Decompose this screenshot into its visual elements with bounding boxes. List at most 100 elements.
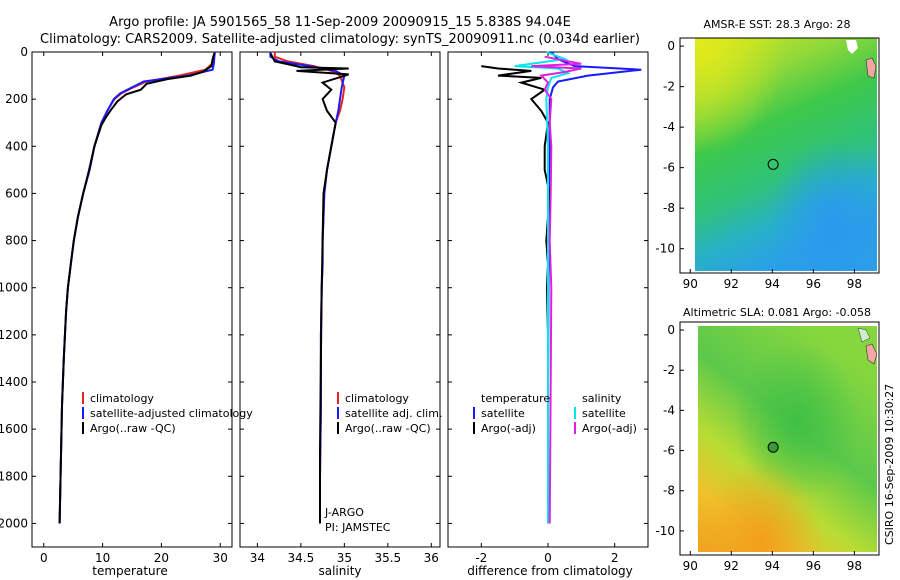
sst-map-title: AMSR-E SST: 28.3 Argo: 28 <box>703 18 850 31</box>
y-tick-label: 1200 <box>0 328 28 342</box>
sst-axes <box>679 37 880 274</box>
legend-label-salinity: salinity <box>582 392 622 405</box>
sla-map-title: Altimetric SLA: 0.081 Argo: -0.058 <box>683 306 871 319</box>
series-line-argo <box>269 52 349 524</box>
map-x-tick-label: 92 <box>724 559 739 573</box>
legend-label-argo: Argo(..raw -QC) <box>345 422 431 435</box>
salinity-xlabel: salinity <box>318 564 361 578</box>
difference-xlabel: difference from climatology <box>467 564 633 578</box>
map-y-tick-label: -4 <box>663 120 675 134</box>
map-x-tick-label: 94 <box>765 277 780 291</box>
series-line-satellite <box>269 52 346 524</box>
x-tick-label: -2 <box>475 551 487 565</box>
salinity-legend: climatology satellite adj. clim. Argo(..… <box>324 392 442 534</box>
series-line-satellite <box>58 51 216 524</box>
legend-label-temp-argo: Argo(-adj) <box>481 422 536 435</box>
legend-label-climatology: climatology <box>90 392 154 405</box>
series-line-satellite_cyan <box>514 51 571 524</box>
sst-map: 90 92 94 96 98 0 -2 -4 -6 -8 -10 <box>655 37 880 291</box>
legend-label-argo: Argo(..raw -QC) <box>90 422 176 435</box>
difference-legend: temperature satellite Argo(-adj) salinit… <box>473 392 637 435</box>
map-y-tick-label: -10 <box>655 242 675 256</box>
legend-label-satellite: satellite-adjusted climatology <box>90 407 253 420</box>
sla-argo-marker <box>767 441 779 453</box>
x-tick-label: 35.5 <box>374 551 401 565</box>
temperature-axes <box>31 51 233 548</box>
y-tick-label: 600 <box>5 186 28 200</box>
difference-ticks: -2 0 2 <box>448 51 648 565</box>
legend-label-climatology: climatology <box>345 392 409 405</box>
sla-land-island <box>865 343 878 365</box>
series-line-argo <box>58 52 216 524</box>
x-tick-label: 20 <box>154 551 169 565</box>
annotation-jargo: J-ARGO <box>324 506 364 519</box>
x-tick-label: 30 <box>213 551 228 565</box>
map-x-tick-label: 90 <box>683 277 698 291</box>
figure-title-line2: Climatology: CARS2009. Satellite-adjuste… <box>40 32 640 47</box>
map-y-tick-label: -6 <box>663 444 675 458</box>
legend-label-temp-satellite: satellite <box>481 407 525 420</box>
map-x-tick-label: 96 <box>806 277 821 291</box>
series-line-argo_magenta <box>531 55 582 524</box>
figure-title-line1: Argo profile: JA 5901565_58 11-Sep-2009 … <box>109 15 571 30</box>
legend-label-sal-satellite: satellite <box>582 407 626 420</box>
y-tick-label: 1400 <box>0 375 28 389</box>
legend-label-temperature: temperature <box>481 392 550 405</box>
series-line-climatology <box>58 51 216 524</box>
series-line-climatology <box>273 52 346 524</box>
temperature-series <box>58 51 216 524</box>
sla-map: 90 92 94 96 98 0 -2 -4 -6 -8 -10 <box>655 321 880 573</box>
sst-field-cool <box>695 38 877 271</box>
series-line-argo <box>481 65 551 524</box>
y-tick-label: 800 <box>5 234 28 248</box>
x-tick-label: 34 <box>250 551 265 565</box>
map-x-tick-label: 98 <box>847 559 862 573</box>
y-tick-label: 0 <box>20 45 28 59</box>
y-tick-label: 2000 <box>0 516 28 530</box>
x-tick-label: 34.5 <box>288 551 315 565</box>
sla-ticks: 90 92 94 96 98 0 -2 -4 -6 -8 -10 <box>655 323 862 573</box>
map-y-tick-label: 0 <box>667 323 675 337</box>
map-y-tick-label: -8 <box>663 484 675 498</box>
map-y-tick-label: -2 <box>663 80 675 94</box>
sla-land-white <box>857 327 871 343</box>
map-x-tick-label: 92 <box>724 277 739 291</box>
x-tick-label: 10 <box>95 551 110 565</box>
y-tick-label: 1000 <box>0 281 28 295</box>
y-tick-label: 400 <box>5 139 28 153</box>
map-y-tick-label: -10 <box>655 524 675 538</box>
map-x-tick-label: 94 <box>765 559 780 573</box>
y-tick-label: 200 <box>5 92 28 106</box>
legend-label-sal-argo: Argo(-adj) <box>582 422 637 435</box>
map-x-tick-label: 98 <box>847 277 862 291</box>
map-y-tick-label: -6 <box>663 161 675 175</box>
map-y-tick-label: -8 <box>663 201 675 215</box>
legend-label-satellite: satellite adj. clim. <box>345 407 442 420</box>
sst-argo-marker <box>767 158 779 170</box>
temperature-xlabel: temperature <box>92 564 167 578</box>
map-y-tick-label: -2 <box>663 363 675 377</box>
y-tick-label: 1600 <box>0 422 28 436</box>
series-line-satellite <box>547 51 642 524</box>
x-tick-label: 2 <box>611 551 619 565</box>
salinity-series <box>269 52 349 524</box>
x-tick-label: 36 <box>424 551 439 565</box>
x-tick-label: 0 <box>544 551 552 565</box>
side-label: CSIRO 16-Sep-2009 10:30:27 <box>883 384 896 545</box>
difference-series <box>481 51 642 524</box>
sla-axes <box>679 321 880 556</box>
sst-land-white <box>846 40 858 54</box>
salinity-axes <box>239 51 441 548</box>
sst-land-island <box>865 57 877 79</box>
map-x-tick-label: 90 <box>683 559 698 573</box>
x-tick-label: 35 <box>337 551 352 565</box>
x-tick-label: 0 <box>40 551 48 565</box>
sla-field-high <box>698 326 877 552</box>
annotation-pi: PI: JAMSTEC <box>325 521 391 534</box>
map-y-tick-label: 0 <box>667 39 675 53</box>
y-tick-label: 1800 <box>0 469 28 483</box>
sst-ticks: 90 92 94 96 98 0 -2 -4 -6 -8 -10 <box>655 39 862 291</box>
temperature-legend: climatology satellite-adjusted climatolo… <box>82 392 253 435</box>
temperature-ticks: 0 10 20 30 0 200 400 600 800 1000 1200 1400 1600 1800… <box>0 45 232 565</box>
